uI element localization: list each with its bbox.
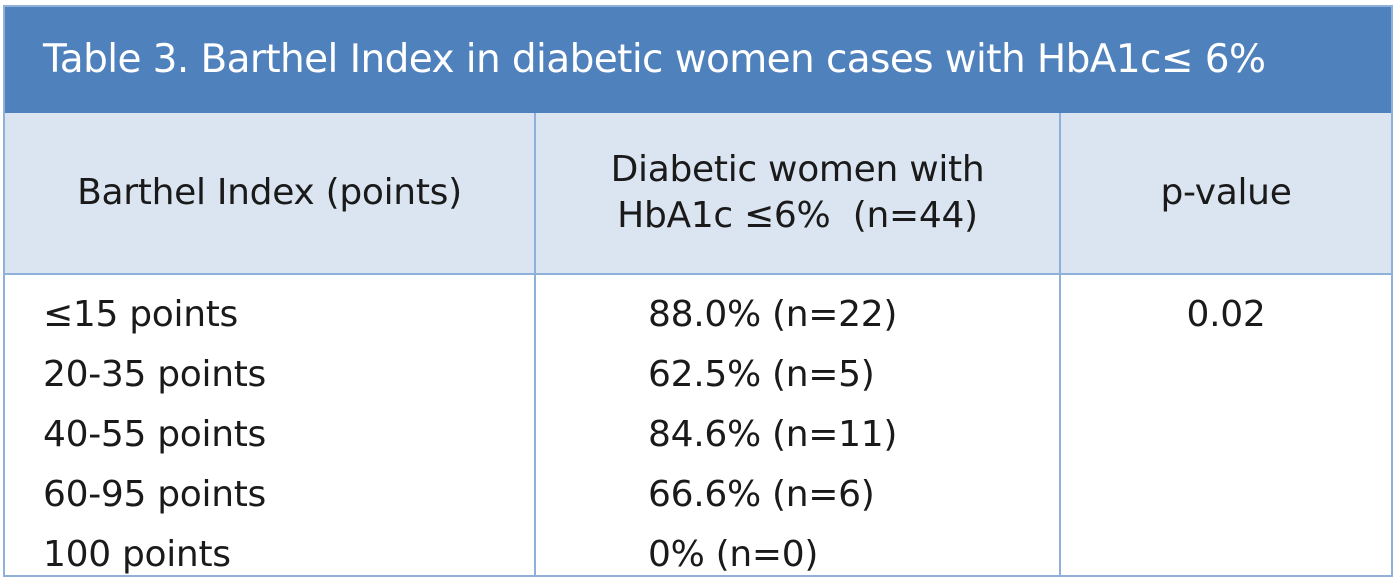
header-diabetic-women-line2: HbA1c ≤6% (n=44) xyxy=(617,195,978,236)
table-row: 100 points 0% (n=0) xyxy=(5,525,1391,585)
cell-barthel-index: 60-95 points xyxy=(43,474,267,515)
table-body: ≤15 points 88.0% (n=22) 0.02 20-35 point… xyxy=(5,275,1391,575)
cell-barthel-index: 100 points xyxy=(43,534,231,575)
header-p-value: p-value xyxy=(1160,172,1292,213)
table-row: ≤15 points 88.0% (n=22) 0.02 xyxy=(5,285,1391,345)
cell-diabetic-women: 0% (n=0) xyxy=(648,534,819,575)
barthel-index-table: Table 3. Barthel Index in diabetic women… xyxy=(3,5,1393,577)
cell-diabetic-women: 84.6% (n=11) xyxy=(648,414,898,455)
cell-p-value: 0.02 xyxy=(1186,294,1266,335)
header-diabetic-women: Diabetic women with HbA1c ≤6% (n=44) xyxy=(536,113,1059,273)
table-row: 40-55 points 84.6% (n=11) xyxy=(5,405,1391,465)
cell-barthel-index: 20-35 points xyxy=(43,354,267,395)
cell-diabetic-women: 66.6% (n=6) xyxy=(648,474,875,515)
table-row: 60-95 points 66.6% (n=6) xyxy=(5,465,1391,525)
cell-diabetic-women: 62.5% (n=5) xyxy=(648,354,875,395)
cell-diabetic-women: 88.0% (n=22) xyxy=(648,294,898,335)
column-divider xyxy=(534,113,536,575)
table-title: Table 3. Barthel Index in diabetic women… xyxy=(5,7,1391,113)
table-row: 20-35 points 62.5% (n=5) xyxy=(5,345,1391,405)
table-header-row: Barthel Index (points) Diabetic women wi… xyxy=(5,113,1391,275)
header-barthel-index: Barthel Index (points) xyxy=(77,172,462,213)
cell-barthel-index: 40-55 points xyxy=(43,414,267,455)
header-diabetic-women-line1: Diabetic women with xyxy=(610,149,985,190)
column-divider xyxy=(1059,113,1061,575)
cell-barthel-index: ≤15 points xyxy=(43,294,238,335)
